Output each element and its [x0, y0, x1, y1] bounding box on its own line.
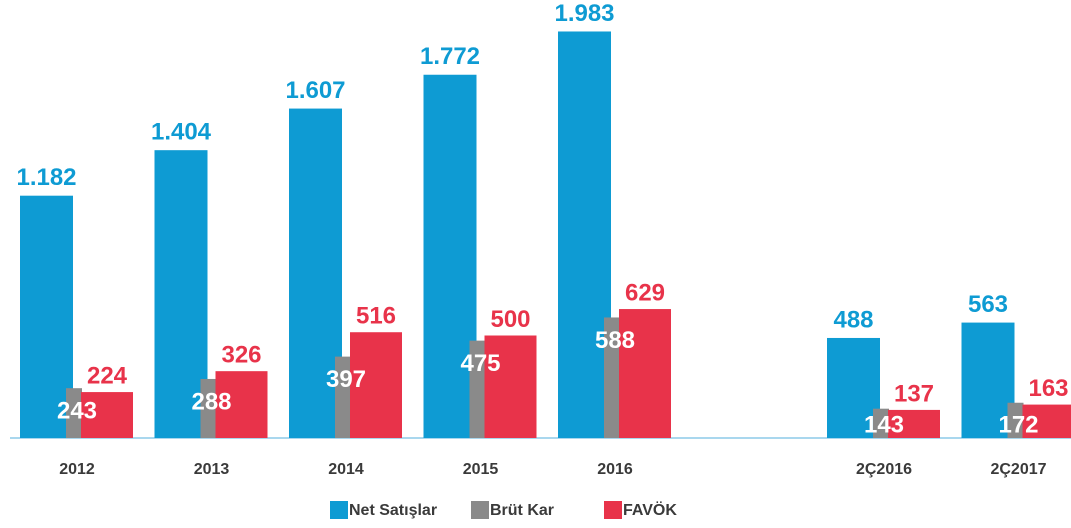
bar: [423, 74, 477, 439]
legend-swatch: [471, 501, 489, 519]
bar: [154, 150, 208, 438]
data-label: 1.607: [285, 77, 345, 104]
bar: [604, 317, 620, 438]
x-tick-label: 2013: [194, 461, 230, 478]
bar: [827, 337, 880, 438]
bar: [619, 309, 671, 438]
data-label: 172: [998, 411, 1038, 438]
bar: [888, 409, 940, 438]
bar: [484, 335, 537, 438]
bar: [350, 332, 402, 438]
bar: [558, 31, 611, 439]
bar: [81, 392, 133, 438]
x-tick-label: 2Ç2016: [856, 461, 912, 478]
data-label: 588: [595, 327, 635, 354]
data-label: 243: [57, 398, 97, 425]
data-label: 1.182: [16, 164, 76, 191]
data-label: 137: [894, 380, 934, 407]
data-label: 326: [221, 342, 261, 369]
bar: [469, 340, 486, 438]
data-label: 629: [625, 279, 665, 306]
data-label: 563: [968, 291, 1008, 318]
bar: [200, 378, 217, 438]
data-label: 488: [833, 306, 873, 333]
x-tick-label: 2014: [328, 461, 364, 478]
bar: [1007, 402, 1024, 438]
bar: [335, 356, 351, 438]
data-label: 516: [356, 303, 396, 330]
legend-label: Net Satışlar: [349, 502, 437, 519]
legend-swatch: [604, 501, 622, 519]
x-tick-label: 2012: [59, 461, 95, 478]
bar: [289, 108, 342, 438]
legend-label: Brüt Kar: [490, 502, 554, 519]
data-label: 397: [326, 366, 366, 393]
bar: [961, 322, 1015, 438]
data-label: 163: [1028, 375, 1068, 402]
data-label: 500: [490, 306, 530, 333]
data-label: 1.772: [420, 43, 480, 70]
data-label: 475: [460, 350, 500, 377]
bar: [215, 371, 268, 438]
data-label: 1.404: [151, 119, 212, 146]
data-label: 1.983: [554, 0, 614, 27]
bar: [66, 388, 82, 438]
data-label: 143: [864, 411, 904, 438]
legend-label: FAVÖK: [623, 500, 677, 519]
legend-swatch: [330, 501, 348, 519]
bar: [1022, 404, 1071, 438]
x-tick-label: 2Ç2017: [990, 461, 1046, 478]
data-label: 288: [191, 388, 231, 415]
data-label: 224: [87, 362, 128, 389]
x-tick-label: 2016: [597, 461, 633, 478]
x-tick-label: 2015: [463, 461, 499, 478]
bar: [873, 408, 889, 438]
bar: [20, 195, 73, 438]
